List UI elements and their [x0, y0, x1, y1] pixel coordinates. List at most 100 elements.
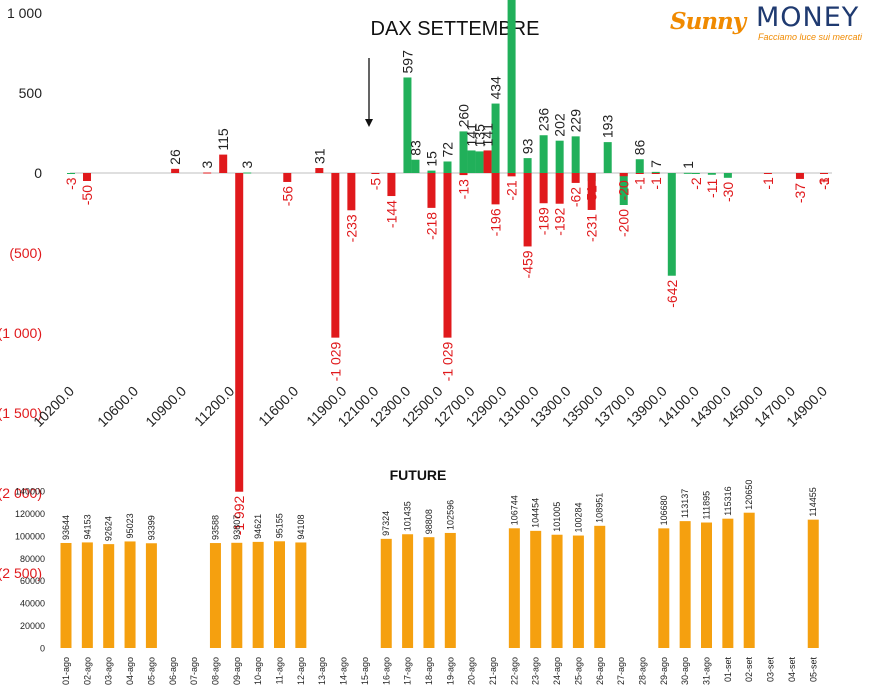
future-x-tick-label: 19-ago: [445, 657, 455, 685]
future-data-label: 115316: [723, 486, 733, 515]
oi-data-label: 1: [680, 161, 696, 169]
future-x-tick-label: 12-ago: [296, 657, 306, 685]
oi-bar: [459, 173, 468, 176]
y-tick-label: (2 500): [0, 565, 42, 581]
future-x-tick-label: 05-ago: [146, 657, 156, 685]
future-x-tick-label: 03-ago: [104, 657, 114, 685]
oi-data-label: 141: [464, 123, 480, 147]
oi-data-label: -21: [504, 180, 520, 200]
future-bar: [252, 541, 264, 648]
oi-bar: [315, 168, 324, 173]
oi-bar: [67, 173, 75, 174]
oi-data-label: -11: [704, 179, 720, 198]
oi-bar: [331, 173, 340, 338]
future-bar: [508, 528, 520, 648]
y-tick-label: 500: [19, 85, 43, 101]
oi-bar: [539, 173, 548, 204]
future-x-tick-label: 23-ago: [531, 657, 541, 685]
logo-money-text: MONEY: [756, 2, 860, 33]
future-bar: [743, 512, 755, 648]
oi-data-label: 115: [215, 128, 231, 151]
future-data-label: 111895: [702, 491, 712, 520]
oi-data-label: -196: [488, 208, 504, 236]
future-x-tick-label: 08-ago: [210, 657, 220, 685]
oi-data-label: -189: [536, 207, 552, 235]
oi-data-label: -200: [616, 209, 632, 237]
future-x-tick-label: 04-set: [787, 657, 797, 683]
oi-bar: [555, 173, 564, 204]
oi-bar: [467, 150, 476, 173]
oi-bar: [507, 0, 516, 174]
future-bar: [145, 543, 157, 648]
future-y-tick-label: 100000: [15, 531, 45, 541]
future-x-tick-label: 22-ago: [509, 657, 519, 685]
oi-data-label: -1: [816, 177, 832, 190]
future-data-label: 93399: [146, 515, 156, 540]
oi-data-label: -3: [816, 177, 832, 190]
oi-data-label: -233: [343, 214, 359, 242]
oi-bar: [723, 173, 732, 178]
oi-data-label: 434: [488, 76, 504, 100]
future-x-tick-label: 09-ago: [232, 657, 242, 685]
future-bar: [209, 543, 221, 648]
oi-data-label: 3: [239, 161, 255, 169]
oi-data-label: -1: [632, 177, 648, 190]
future-bar: [231, 542, 243, 648]
oi-data-label: 31: [311, 148, 327, 164]
future-data-label: 114455: [808, 487, 818, 516]
future-data-label: 94153: [82, 514, 92, 539]
future-bar: [380, 538, 392, 648]
oi-data-label: -2: [688, 177, 704, 190]
future-chart-title: FUTURE: [390, 467, 447, 483]
oi-bar: [219, 154, 228, 173]
oi-bar: [651, 173, 660, 174]
future-data-label: 94108: [296, 514, 306, 539]
future-data-label: 101435: [403, 501, 413, 531]
oi-data-label: 15: [423, 151, 439, 167]
future-x-tick-label: 11-ago: [275, 657, 285, 684]
y-tick-label: 0: [34, 165, 42, 181]
oi-bar: [427, 173, 436, 208]
future-bar: [807, 519, 819, 648]
oi-data-label: 202: [552, 113, 568, 137]
future-x-tick-label: 17-ago: [403, 657, 413, 685]
oi-data-label: 7: [648, 160, 664, 168]
y-tick-label: (1 500): [0, 405, 42, 421]
oi-bar: [763, 173, 772, 174]
future-data-label: 95023: [125, 513, 135, 538]
future-x-tick-label: 06-ago: [168, 657, 178, 685]
oi-bar: [683, 172, 692, 174]
future-x-tick-label: 15-ago: [360, 657, 370, 685]
oi-data-label: 72: [440, 142, 456, 158]
oi-data-label: -3: [63, 177, 79, 190]
oi-bar: [491, 173, 500, 205]
x-tick-label: 10600.0: [94, 383, 141, 430]
future-data-label: 106680: [659, 495, 669, 525]
oi-data-label: 3: [199, 161, 215, 169]
oi-bar: [523, 173, 532, 247]
future-x-tick-label: 21-ago: [488, 657, 498, 685]
future-x-tick-label: 26-ago: [595, 657, 605, 685]
future-price-chart: 0 20000 40000 60000 80000 100000 120000 140000 0…: [15, 480, 819, 685]
future-bar: [530, 530, 542, 648]
oi-bar: [707, 173, 716, 175]
oi-bar: [371, 173, 380, 174]
future-x-tick-label: 13-ago: [317, 657, 327, 685]
oi-data-label: -13: [456, 179, 472, 199]
future-y-tick-label: 80000: [20, 554, 45, 564]
oi-data-label: -218: [423, 212, 439, 240]
future-data-label: 104454: [531, 498, 541, 528]
x-tick-label: 10900.0: [142, 383, 189, 430]
future-bar: [274, 541, 285, 648]
oi-bar: [691, 173, 700, 174]
x-tick-label: 11600.0: [255, 383, 302, 430]
logo-sunny-text: Sunny: [670, 8, 746, 35]
oi-data-label: -1: [648, 177, 664, 190]
logo-tagline: Facciamo luce sui mercati: [758, 32, 863, 42]
future-x-tick-label: 01-ago: [61, 657, 71, 685]
oi-bar: [171, 168, 180, 173]
future-x-tick-label: 03-set: [766, 657, 776, 683]
oi-bar: [555, 140, 564, 173]
oi-data-label: -1 992: [231, 496, 247, 536]
